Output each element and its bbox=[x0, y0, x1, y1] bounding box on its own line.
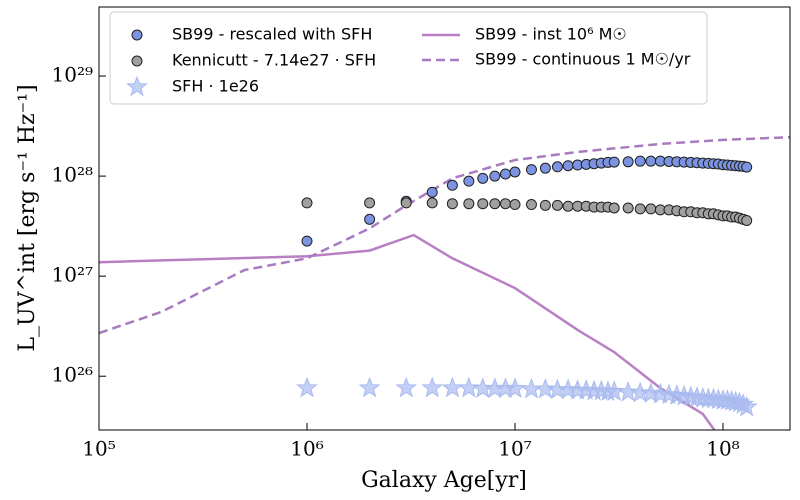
legend-label: SB99 - continuous 1 M☉/yr bbox=[475, 50, 691, 69]
y-axis-label: L_UV^int [erg s⁻¹ Hz⁻¹] bbox=[15, 84, 40, 351]
legend-marker bbox=[131, 55, 143, 67]
circle-marker bbox=[608, 202, 620, 214]
circle-marker bbox=[539, 162, 551, 174]
circle-marker bbox=[364, 213, 376, 225]
star-marker bbox=[504, 377, 526, 398]
circle-marker bbox=[622, 202, 634, 214]
circle-marker bbox=[463, 175, 475, 187]
star-marker bbox=[358, 376, 381, 398]
circle-marker bbox=[562, 200, 574, 212]
legend-marker bbox=[131, 29, 143, 41]
circle-marker bbox=[400, 197, 412, 209]
x-tick-label: 10⁵ bbox=[82, 437, 115, 461]
series-line bbox=[99, 135, 790, 335]
circle-marker bbox=[509, 199, 521, 211]
circle-marker bbox=[426, 186, 438, 198]
star-marker bbox=[617, 380, 640, 402]
legend-label: SFH · 1e26 bbox=[172, 77, 259, 96]
circle-marker bbox=[499, 198, 511, 210]
circle-marker bbox=[426, 197, 438, 209]
circle-marker bbox=[562, 160, 574, 172]
circle-marker bbox=[301, 235, 313, 247]
circle-marker bbox=[634, 155, 646, 167]
star-marker bbox=[534, 377, 557, 399]
legend-box bbox=[109, 11, 708, 105]
circle-marker bbox=[525, 199, 537, 211]
circle-marker bbox=[551, 199, 563, 211]
legend-label: SB99 - rescaled with SFH bbox=[172, 25, 372, 44]
star-marker bbox=[421, 376, 444, 398]
circle-marker bbox=[364, 197, 376, 209]
legend-marker bbox=[126, 75, 148, 97]
star-marker bbox=[457, 376, 480, 398]
circle-marker bbox=[539, 199, 551, 211]
circle-marker bbox=[645, 155, 657, 167]
circle-marker bbox=[477, 198, 489, 210]
series-line bbox=[99, 233, 716, 430]
y-tick-label: 10²⁹ bbox=[52, 63, 93, 87]
x-tick-label: 10⁶ bbox=[290, 437, 323, 461]
circle-marker bbox=[741, 161, 753, 173]
circle-marker bbox=[525, 164, 537, 176]
circle-marker bbox=[622, 156, 634, 168]
star-marker bbox=[441, 376, 464, 398]
circle-marker bbox=[489, 198, 501, 210]
star-marker bbox=[603, 380, 626, 401]
circle-marker bbox=[489, 170, 501, 182]
plot-area bbox=[99, 135, 790, 430]
circle-marker bbox=[509, 166, 521, 178]
y-tick-label: 10²⁶ bbox=[52, 363, 93, 387]
y-tick-label: 10²⁸ bbox=[52, 163, 93, 187]
circle-marker bbox=[634, 203, 646, 215]
circle-marker bbox=[608, 156, 620, 168]
x-tick-label: 10⁸ bbox=[706, 437, 739, 461]
circle-marker bbox=[463, 198, 475, 210]
axes-frame bbox=[98, 6, 791, 431]
legend: SB99 - rescaled with SFH Kennicutt - 7.14… bbox=[109, 11, 708, 105]
star-marker bbox=[296, 376, 318, 398]
star-marker bbox=[395, 376, 418, 398]
legend-label: Kennicutt - 7.14e27 · SFH bbox=[172, 51, 376, 70]
y-tick-label: 10²⁷ bbox=[52, 263, 93, 287]
circle-marker bbox=[551, 161, 563, 173]
circle-marker bbox=[446, 179, 458, 191]
circle-marker bbox=[741, 215, 753, 227]
circle-marker bbox=[477, 172, 489, 184]
circle-marker bbox=[499, 168, 511, 180]
circle-marker bbox=[301, 197, 313, 209]
circle-marker bbox=[645, 203, 657, 215]
circle-marker bbox=[446, 198, 458, 210]
x-axis-label: Galaxy Age[yr] bbox=[361, 468, 527, 493]
legend-label: SB99 - inst 10⁶ M☉ bbox=[475, 25, 627, 44]
x-tick-label: 10⁷ bbox=[498, 437, 531, 461]
star-marker bbox=[735, 395, 758, 417]
